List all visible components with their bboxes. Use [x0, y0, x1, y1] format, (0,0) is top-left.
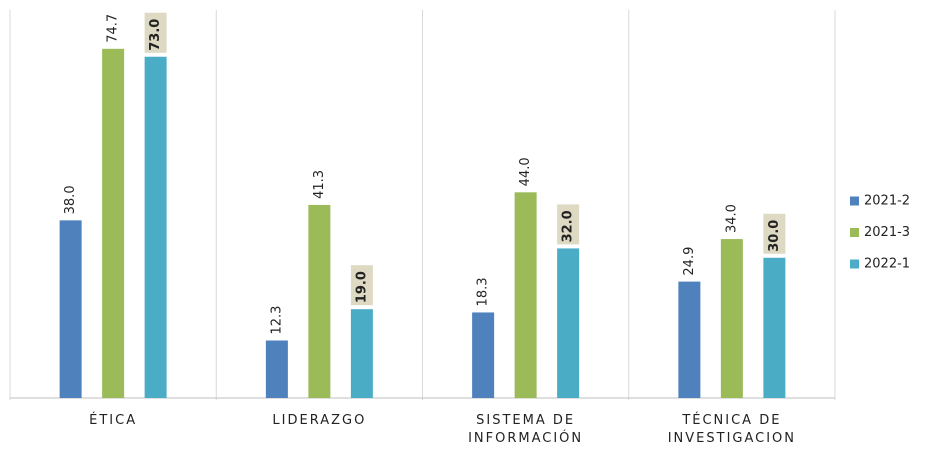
x-tick-label: ÉTICA [89, 412, 137, 428]
bar [265, 340, 288, 398]
legend-label: 2022-1 [864, 257, 910, 272]
data-label: 73.0 [148, 19, 163, 51]
data-label: 24.9 [682, 247, 697, 276]
bar [678, 281, 701, 398]
data-label-box [763, 213, 786, 254]
x-tick-label: INFORMACIÓN [468, 430, 583, 446]
legend-swatch [850, 259, 859, 269]
x-tick-label: SISTEMA DE [476, 413, 575, 428]
data-label: 12.3 [269, 306, 284, 335]
data-label: 19.0 [354, 271, 369, 303]
data-label: 32.0 [561, 210, 576, 242]
data-label: 74.7 [106, 14, 121, 43]
bar [557, 248, 580, 398]
bar [472, 312, 495, 398]
x-tick-label: INVESTIGACION [668, 431, 796, 446]
legend-label: 2021-3 [864, 225, 910, 240]
bar [763, 257, 786, 398]
bar [102, 48, 125, 399]
bar [514, 192, 537, 398]
data-label: 34.0 [724, 204, 739, 233]
bar [308, 204, 331, 398]
bar [144, 56, 167, 399]
x-tick-label: TÉCNICA DE [681, 412, 781, 428]
bar [350, 309, 373, 398]
data-label-box [350, 265, 373, 306]
data-label-box [557, 204, 580, 245]
data-label: 30.0 [767, 220, 782, 252]
legend-swatch [850, 228, 859, 237]
data-label: 18.3 [476, 277, 491, 306]
data-label-box [144, 12, 167, 53]
bar [720, 239, 743, 398]
data-label: 41.3 [312, 170, 327, 199]
data-label: 44.0 [518, 157, 533, 186]
legend-label: 2021-2 [864, 194, 910, 209]
x-tick-label: LIDERAZGO [272, 413, 366, 428]
legend-swatch [850, 196, 859, 206]
data-label: 38.0 [63, 185, 78, 214]
bar [59, 220, 82, 398]
